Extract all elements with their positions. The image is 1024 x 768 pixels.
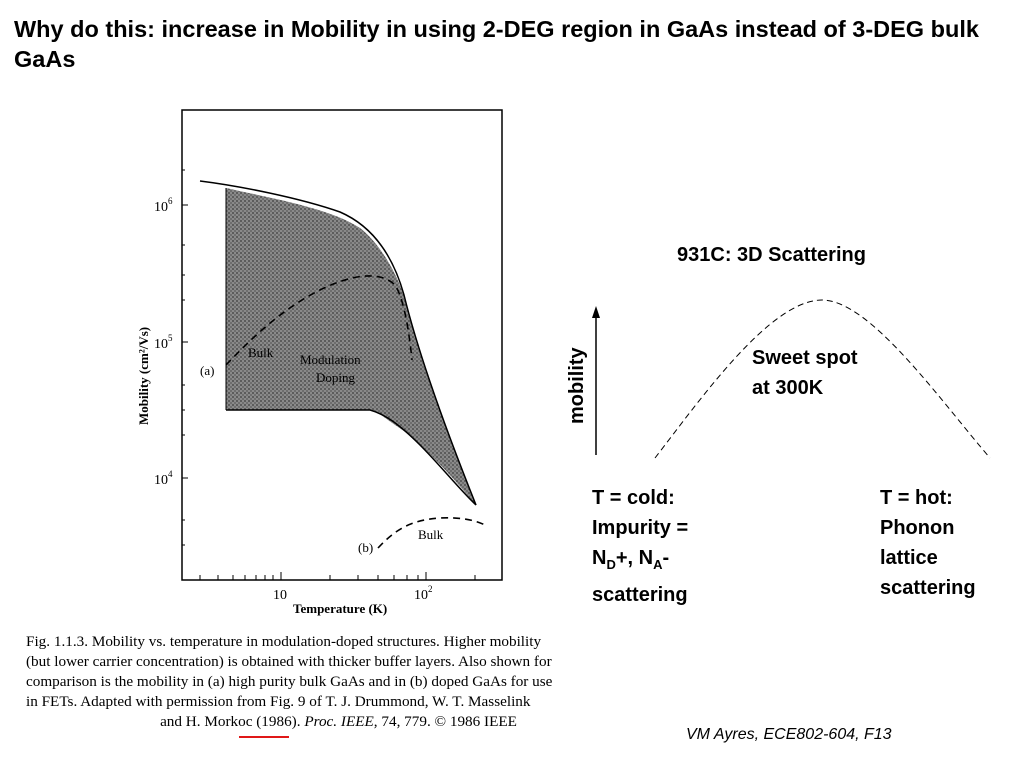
xtick-10: 10 [273,588,287,603]
label-b: (b) [358,540,373,555]
caption-line-1: Fig. 1.1.3. Mobility vs. temperature in … [26,633,542,650]
scattering-heading: 931C: 3D Scattering [677,244,866,266]
x-axis-label: Temperature (K) [293,601,387,616]
ytick-1e6: 106 [154,196,173,215]
plot-frame [181,109,503,581]
sweet-spot-label: Sweet spot at 300K [752,343,858,403]
bulk-a-curve [225,275,413,366]
mobility-axis-label: mobility [566,347,588,424]
label-bulk-a: Bulk [248,345,274,360]
hot-line-4: scattering [880,577,976,599]
xtick-100: 102 [414,584,433,603]
figure-caption: Fig. 1.1.3. Mobility vs. temperature in … [26,632,651,732]
slide-credit: VM Ayres, ECE802-604, F13 [686,726,892,743]
caption-line-4: in FETs. Adapted with permission from Fi… [26,693,531,710]
scattering-dome-curve [654,299,991,459]
ytick-1e4: 104 [154,469,173,488]
sweet-spot-line-2: at 300K [752,377,824,399]
cold-line-2: Impurity = [592,517,689,539]
y-axis-label: Mobility (cm²/Vs) [136,327,151,425]
hot-line-3: lattice [880,547,938,569]
slide-title: Why do this: increase in Mobility in usi… [14,16,979,72]
modulation-doping-region [226,188,476,505]
label-bulk-b: Bulk [418,527,444,542]
modulation-lower-curve [226,409,477,506]
caption-line-5: and H. Morkoc (1986). Proc. IEEE, 74, 77… [160,713,517,730]
cold-regime-label: T = cold: Impurity = ND+, NA- scattering [592,483,688,610]
modulation-upper-curve [199,180,477,506]
cold-line-4: scattering [592,584,688,606]
label-modulation: Modulation [300,352,361,367]
hot-line-1: T = hot: [880,487,953,509]
label-a: (a) [200,363,214,378]
year-underline [239,736,289,738]
caption-line-2: (but lower carrier concentration) is obt… [26,653,552,670]
caption-line-3: comparison is the mobility in (a) high p… [26,673,553,690]
label-doping-text: Doping [316,370,356,385]
hot-line-2: Phonon [880,517,955,539]
cold-line-3: ND+, NA- [592,547,670,572]
hot-regime-label: T = hot: Phonon lattice scattering [880,483,976,603]
mobility-arrow-head [592,306,600,318]
ytick-1e5: 105 [154,333,173,352]
cold-line-1: T = cold: [592,487,675,509]
sweet-spot-line-1: Sweet spot [752,347,858,369]
